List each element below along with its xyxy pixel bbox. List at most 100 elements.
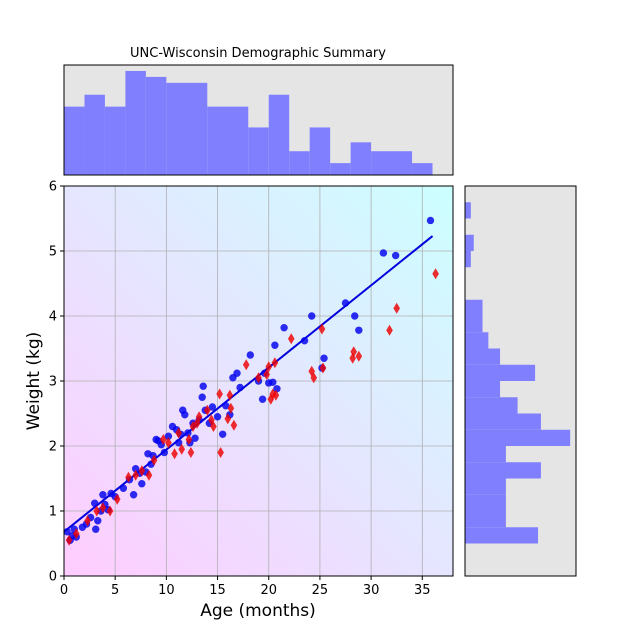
data-points — [63, 216, 439, 546]
blue-circle-point — [320, 354, 328, 362]
blue-circle-point — [198, 393, 206, 401]
right-histogram-bar — [465, 429, 571, 446]
red-diamond-point — [210, 421, 217, 432]
x-tick-label: 25 — [312, 583, 329, 598]
red-diamond-point — [187, 447, 195, 458]
blue-circle-point — [273, 385, 281, 393]
blue-circle-point — [138, 480, 146, 488]
top-histogram-bar — [84, 94, 105, 175]
x-tick-label: 5 — [111, 583, 119, 598]
red-diamond-point — [242, 359, 250, 371]
blue-circle-point — [213, 413, 222, 421]
blue-circle-point — [271, 341, 279, 349]
red-diamond-point — [355, 350, 363, 362]
red-diamond-point — [113, 493, 121, 505]
x-axis-label: Age (months) — [200, 601, 316, 621]
right-histogram-bar — [465, 234, 474, 251]
top-histogram-bars — [64, 70, 433, 175]
y-tick-label: 0 — [49, 570, 57, 585]
blue-circle-point — [246, 351, 255, 359]
y-axis-label: Weight (kg) — [24, 332, 44, 431]
red-diamond-point — [318, 323, 326, 335]
red-diamond-point — [224, 413, 232, 425]
x-axis-ticks: 0 5 10 15 20 25 30 35 — [60, 576, 431, 598]
blue-circle-point — [191, 434, 199, 442]
blue-circle-point — [269, 378, 277, 386]
blue-circle-point — [174, 439, 183, 447]
fit-line — [63, 235, 434, 533]
blue-circle-point — [426, 216, 435, 225]
x-tick-label: 10 — [158, 583, 175, 598]
right-histogram-frame — [464, 185, 577, 577]
blue-circle-point — [63, 528, 71, 536]
blue-circle-point — [91, 499, 99, 507]
top-histogram-bar — [371, 151, 413, 175]
red-diamond-point — [159, 434, 167, 445]
red-diamond-point — [255, 372, 262, 384]
blue-circle-point — [280, 324, 288, 332]
right-histogram-bar — [465, 381, 501, 398]
blue-circle-point — [199, 382, 207, 390]
red-diamond-point — [138, 465, 146, 477]
blue-circle-point — [341, 299, 350, 307]
top-histogram-frame — [63, 64, 454, 176]
right-histogram-bar — [465, 413, 541, 430]
top-histogram-bar — [412, 163, 433, 175]
blue-circle-point — [218, 430, 227, 438]
y-tick-label: 4 — [49, 310, 57, 325]
right-histogram-bar — [465, 202, 471, 219]
right-histogram-bar — [465, 316, 483, 333]
blue-circle-point — [351, 312, 359, 320]
red-diamond-point — [269, 388, 277, 400]
right-histogram-bar — [465, 251, 471, 268]
x-tick-label: 0 — [60, 583, 68, 598]
red-diamond-point — [432, 268, 439, 280]
blue-circle-point — [236, 383, 244, 392]
red-diamond-point — [310, 372, 318, 384]
right-histogram-bar — [465, 527, 539, 544]
top-histogram-bar — [350, 142, 372, 175]
red-diamond-point — [99, 502, 107, 514]
blue-circle-point — [391, 251, 400, 260]
y-tick-label: 1 — [49, 505, 57, 520]
red-diamond-point — [217, 447, 224, 458]
right-histogram-bar — [465, 462, 541, 479]
red-diamond-point — [230, 419, 238, 431]
right-histogram-bar — [465, 511, 506, 528]
red-diamond-point — [216, 388, 223, 400]
right-histogram-bar — [465, 332, 489, 349]
red-diamond-point — [287, 333, 295, 345]
right-histogram-panel — [464, 185, 577, 577]
red-diamond-point — [185, 434, 193, 445]
red-diamond-point — [72, 528, 80, 540]
blue-circle-point — [222, 402, 230, 410]
right-histogram-bar — [465, 494, 506, 511]
red-diamond-point — [308, 365, 316, 377]
top-histogram-bar — [289, 151, 310, 175]
blue-circle-point — [160, 448, 169, 457]
red-diamond-point — [195, 411, 203, 423]
blue-circle-point — [184, 429, 192, 437]
right-histogram-bar — [465, 364, 536, 381]
x-tick-label: 15 — [209, 583, 226, 598]
y-tick-label: 6 — [49, 180, 57, 195]
y-tick-label: 3 — [49, 375, 57, 390]
red-diamond-point — [175, 427, 182, 439]
red-diamond-point — [386, 324, 393, 336]
blue-circle-point — [94, 517, 102, 525]
blue-circle-point — [355, 326, 363, 334]
top-histogram-bar — [166, 82, 208, 175]
right-histogram-bar — [465, 397, 518, 414]
red-diamond-point — [265, 361, 273, 373]
red-diamond-point — [125, 471, 132, 483]
top-histogram-bar — [125, 70, 146, 175]
right-histogram-bar — [465, 299, 483, 316]
red-diamond-point — [263, 369, 270, 380]
red-diamond-point — [165, 437, 172, 449]
blue-circle-point — [300, 337, 309, 345]
blue-circle-point — [181, 411, 189, 419]
red-diamond-point — [84, 515, 91, 527]
red-diamond-point — [319, 362, 327, 374]
top-histogram-bar — [64, 106, 85, 175]
red-diamond-point — [272, 389, 280, 401]
